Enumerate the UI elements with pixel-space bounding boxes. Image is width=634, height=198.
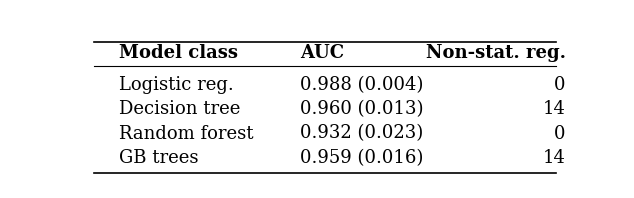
Text: 0: 0 xyxy=(554,125,566,143)
Text: 14: 14 xyxy=(543,100,566,118)
Text: Non-stat. reg.: Non-stat. reg. xyxy=(425,44,566,62)
Text: AUC: AUC xyxy=(301,44,344,62)
Text: 0.988 (0.004): 0.988 (0.004) xyxy=(301,76,424,94)
Text: 0.959 (0.016): 0.959 (0.016) xyxy=(301,149,424,167)
Text: Decision tree: Decision tree xyxy=(119,100,240,118)
Text: Random forest: Random forest xyxy=(119,125,253,143)
Text: Model class: Model class xyxy=(119,44,238,62)
Text: 0.932 (0.023): 0.932 (0.023) xyxy=(301,125,424,143)
Text: GB trees: GB trees xyxy=(119,149,198,167)
Text: Logistic reg.: Logistic reg. xyxy=(119,76,233,94)
Text: 14: 14 xyxy=(543,149,566,167)
Text: 0.960 (0.013): 0.960 (0.013) xyxy=(301,100,424,118)
Text: 0: 0 xyxy=(554,76,566,94)
